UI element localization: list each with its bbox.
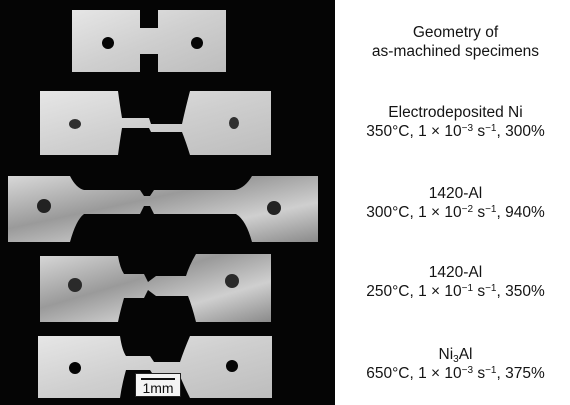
- caption-line: as-machined specimens: [371, 43, 540, 60]
- scale-bar: 1mm: [135, 373, 181, 397]
- specimens-photo: [0, 0, 335, 405]
- caption-material: 1420-Al: [428, 185, 483, 202]
- caption-ni3al: Ni3Al 650°C, 1 × 10−3 s−1, 375%: [343, 345, 568, 383]
- grip-hole: [225, 274, 239, 288]
- caption-material: Electrodeposited Ni: [388, 104, 523, 121]
- caption-1420-al-300c: 1420-Al 300°C, 1 × 10−2 s−1, 940%: [343, 184, 568, 222]
- caption-1420-al-250c: 1420-Al 250°C, 1 × 10−1 s−1, 350%: [343, 263, 568, 301]
- caption-material: Ni3Al: [438, 346, 473, 365]
- caption-material: 1420-Al: [428, 264, 483, 281]
- caption-line: Geometry of: [412, 24, 499, 41]
- caption-conditions: 350°C, 1 × 10−3 s−1, 300%: [366, 123, 545, 140]
- caption-as-machined: Geometry of as-machined specimens: [343, 23, 568, 61]
- grip-hole: [229, 117, 239, 129]
- specimen-as-machined: [72, 10, 226, 72]
- grip-hole: [68, 278, 82, 292]
- specimen-1420-al-300c: [8, 176, 318, 242]
- scale-bar-label: 1mm: [142, 380, 174, 396]
- specimen-electrodeposited-ni: [40, 91, 271, 155]
- grip-hole: [226, 360, 238, 372]
- specimen-1420-al-250c: [40, 254, 271, 322]
- grip-hole: [69, 119, 81, 129]
- caption-conditions: 300°C, 1 × 10−2 s−1, 940%: [366, 204, 545, 221]
- specimen-ni3al: [38, 336, 272, 398]
- grip-hole: [267, 201, 281, 215]
- grip-hole: [191, 37, 203, 49]
- caption-electrodeposited-ni: Electrodeposited Ni 350°C, 1 × 10−3 s−1,…: [343, 103, 568, 141]
- scale-bar-line: [141, 378, 175, 380]
- caption-conditions: 250°C, 1 × 10−1 s−1, 350%: [366, 283, 545, 300]
- grip-hole: [69, 362, 81, 374]
- caption-conditions: 650°C, 1 × 10−3 s−1, 375%: [366, 365, 545, 382]
- grip-hole: [102, 37, 114, 49]
- grip-hole: [37, 199, 51, 213]
